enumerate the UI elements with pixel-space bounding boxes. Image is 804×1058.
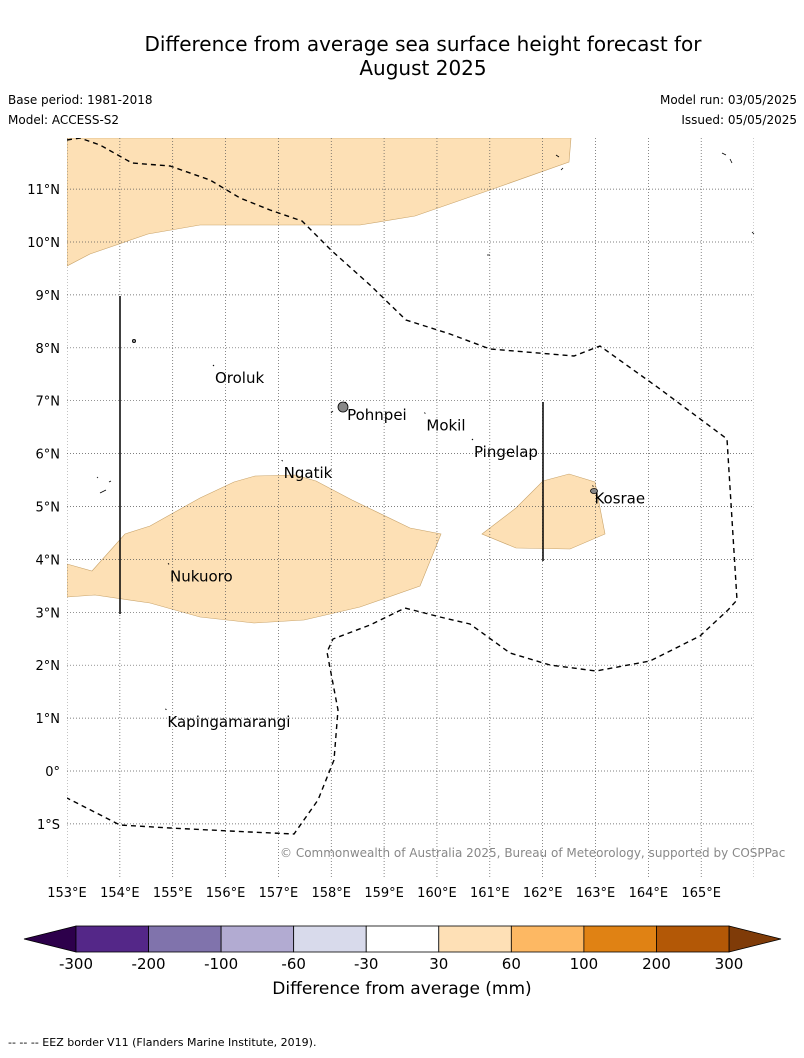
colorbar-label: Difference from average (mm) xyxy=(272,979,532,999)
place-marker xyxy=(344,401,347,404)
place-label-kapingamarangi: Kapingamarangi xyxy=(167,713,290,731)
issued-date: Issued: 05/05/2025 xyxy=(681,113,797,127)
anomaly-region-north xyxy=(67,138,572,267)
map-title: Difference from average sea surface heig… xyxy=(0,32,804,80)
colorbar-tick-label: -100 xyxy=(204,955,238,973)
latitude-tick-label: 9°N xyxy=(36,289,61,304)
islet-mark xyxy=(96,476,112,494)
longitude-tick-label: 155°E xyxy=(153,886,193,901)
longitude-tick-label: 161°E xyxy=(470,886,510,901)
place-marker xyxy=(212,364,215,367)
colorbar-segment xyxy=(438,925,512,953)
latitude-tick-label: 2°N xyxy=(36,659,61,674)
place-marker xyxy=(471,438,474,441)
latitude-tick-label: 6°N xyxy=(36,448,61,463)
colorbar-segment xyxy=(220,925,295,953)
place-label-nukuoro: Nukuoro xyxy=(170,567,233,585)
colorbar-segment xyxy=(583,925,657,953)
colorbar-tick-label: -60 xyxy=(281,955,306,973)
title-line-2: August 2025 xyxy=(359,56,487,80)
longitude-labels: 153°E 154°E 155°E 156°E 157°E 158°E 159°E 160°E… xyxy=(47,886,721,901)
colorbar-tick-label: 60 xyxy=(502,955,521,973)
place-marker xyxy=(165,708,167,711)
colorbar-tick-label: -30 xyxy=(354,955,379,973)
graticule xyxy=(67,138,754,878)
model-run: Model run: 03/05/2025 xyxy=(659,93,797,107)
latitude-tick-label: 7°N xyxy=(36,395,61,410)
colorbar-tick-label: -300 xyxy=(59,955,93,973)
islet-mark xyxy=(330,410,334,414)
colorbar-overflow-arrow xyxy=(728,925,782,953)
eez-footnote: -- -- -- EEZ border V11 (Flanders Marine… xyxy=(8,1036,317,1049)
colorbar-tick-label: -200 xyxy=(132,955,166,973)
longitude-tick-label: 162°E xyxy=(523,886,563,901)
eez-border xyxy=(67,138,738,835)
place-labels: Oroluk Pohnpei Mokil Pingelap Ngatik Kosrae Nu… xyxy=(165,364,645,731)
colorbar-segment xyxy=(365,925,440,953)
place-label-oroluk: Oroluk xyxy=(215,369,264,387)
colorbar-segment xyxy=(293,925,367,953)
longitude-tick-label: 159°E xyxy=(364,886,404,901)
colorbar-tick-label: 300 xyxy=(715,955,744,973)
colorbar-segment xyxy=(148,925,222,953)
pohnpei-island xyxy=(337,401,349,413)
longitude-tick-label: 160°E xyxy=(417,886,457,901)
latitude-tick-label: 1°N xyxy=(36,712,61,727)
copyright-credit: © Commonwealth of Australia 2025, Bureau… xyxy=(280,846,786,860)
latitude-tick-label: 11°N xyxy=(27,183,60,198)
longitude-tick-label: 165°E xyxy=(681,886,721,901)
place-marker xyxy=(592,485,594,487)
colorbar-tick-label: 30 xyxy=(429,955,448,973)
title-line-1: Difference from average sea surface heig… xyxy=(144,32,702,56)
place-marker xyxy=(167,562,170,565)
islet xyxy=(131,338,136,343)
colorbar-underflow-arrow xyxy=(23,925,77,953)
latitude-tick-label: 5°N xyxy=(36,501,61,516)
longitude-tick-label: 153°E xyxy=(47,886,87,901)
islet-mark xyxy=(487,152,755,256)
place-label-ngatik: Ngatik xyxy=(284,464,333,482)
latitude-tick-label: 3°N xyxy=(36,606,61,621)
longitude-tick-label: 158°E xyxy=(311,886,351,901)
anomaly-region-central xyxy=(67,474,442,624)
latitude-tick-label: 8°N xyxy=(36,342,61,357)
colorbar-tick-label: 200 xyxy=(642,955,671,973)
place-marker xyxy=(424,412,426,414)
model-name: Model: ACCESS-S2 xyxy=(8,113,120,127)
place-label-pingelap: Pingelap xyxy=(474,443,538,461)
kosrae-island xyxy=(590,488,598,494)
place-label-kosrae: Kosrae xyxy=(594,490,645,508)
colorbar-segment xyxy=(656,925,730,953)
longitude-tick-label: 163°E xyxy=(576,886,616,901)
longitude-tick-label: 156°E xyxy=(206,886,246,901)
colorbar: -300 -200 -100 -60 -30 30 60 100 200 300 xyxy=(23,925,782,973)
latitude-tick-label: 10°N xyxy=(27,236,60,251)
place-marker xyxy=(281,459,284,462)
colorbar-segment xyxy=(510,925,585,953)
colorbar-tick-label: 100 xyxy=(570,955,599,973)
colorbar-segment xyxy=(75,925,149,953)
islands xyxy=(96,152,755,494)
latitude-tick-label: 4°N xyxy=(36,553,61,568)
longitude-tick-label: 157°E xyxy=(259,886,299,901)
base-period: Base period: 1981-2018 xyxy=(8,93,153,107)
latitude-labels: 1°S 0° 1°N 2°N 3°N 4°N 5°N 6°N 7°N 8°N 9°N 10°N 11°N xyxy=(27,183,60,833)
longitude-tick-label: 154°E xyxy=(100,886,140,901)
anomaly-fill-layer xyxy=(67,138,606,624)
place-label-pohnpei: Pohnpei xyxy=(347,406,407,424)
latitude-tick-label: 1°S xyxy=(37,818,60,833)
place-label-mokil: Mokil xyxy=(426,417,465,435)
longitude-tick-label: 164°E xyxy=(629,886,669,901)
latitude-tick-label: 0° xyxy=(45,765,60,780)
